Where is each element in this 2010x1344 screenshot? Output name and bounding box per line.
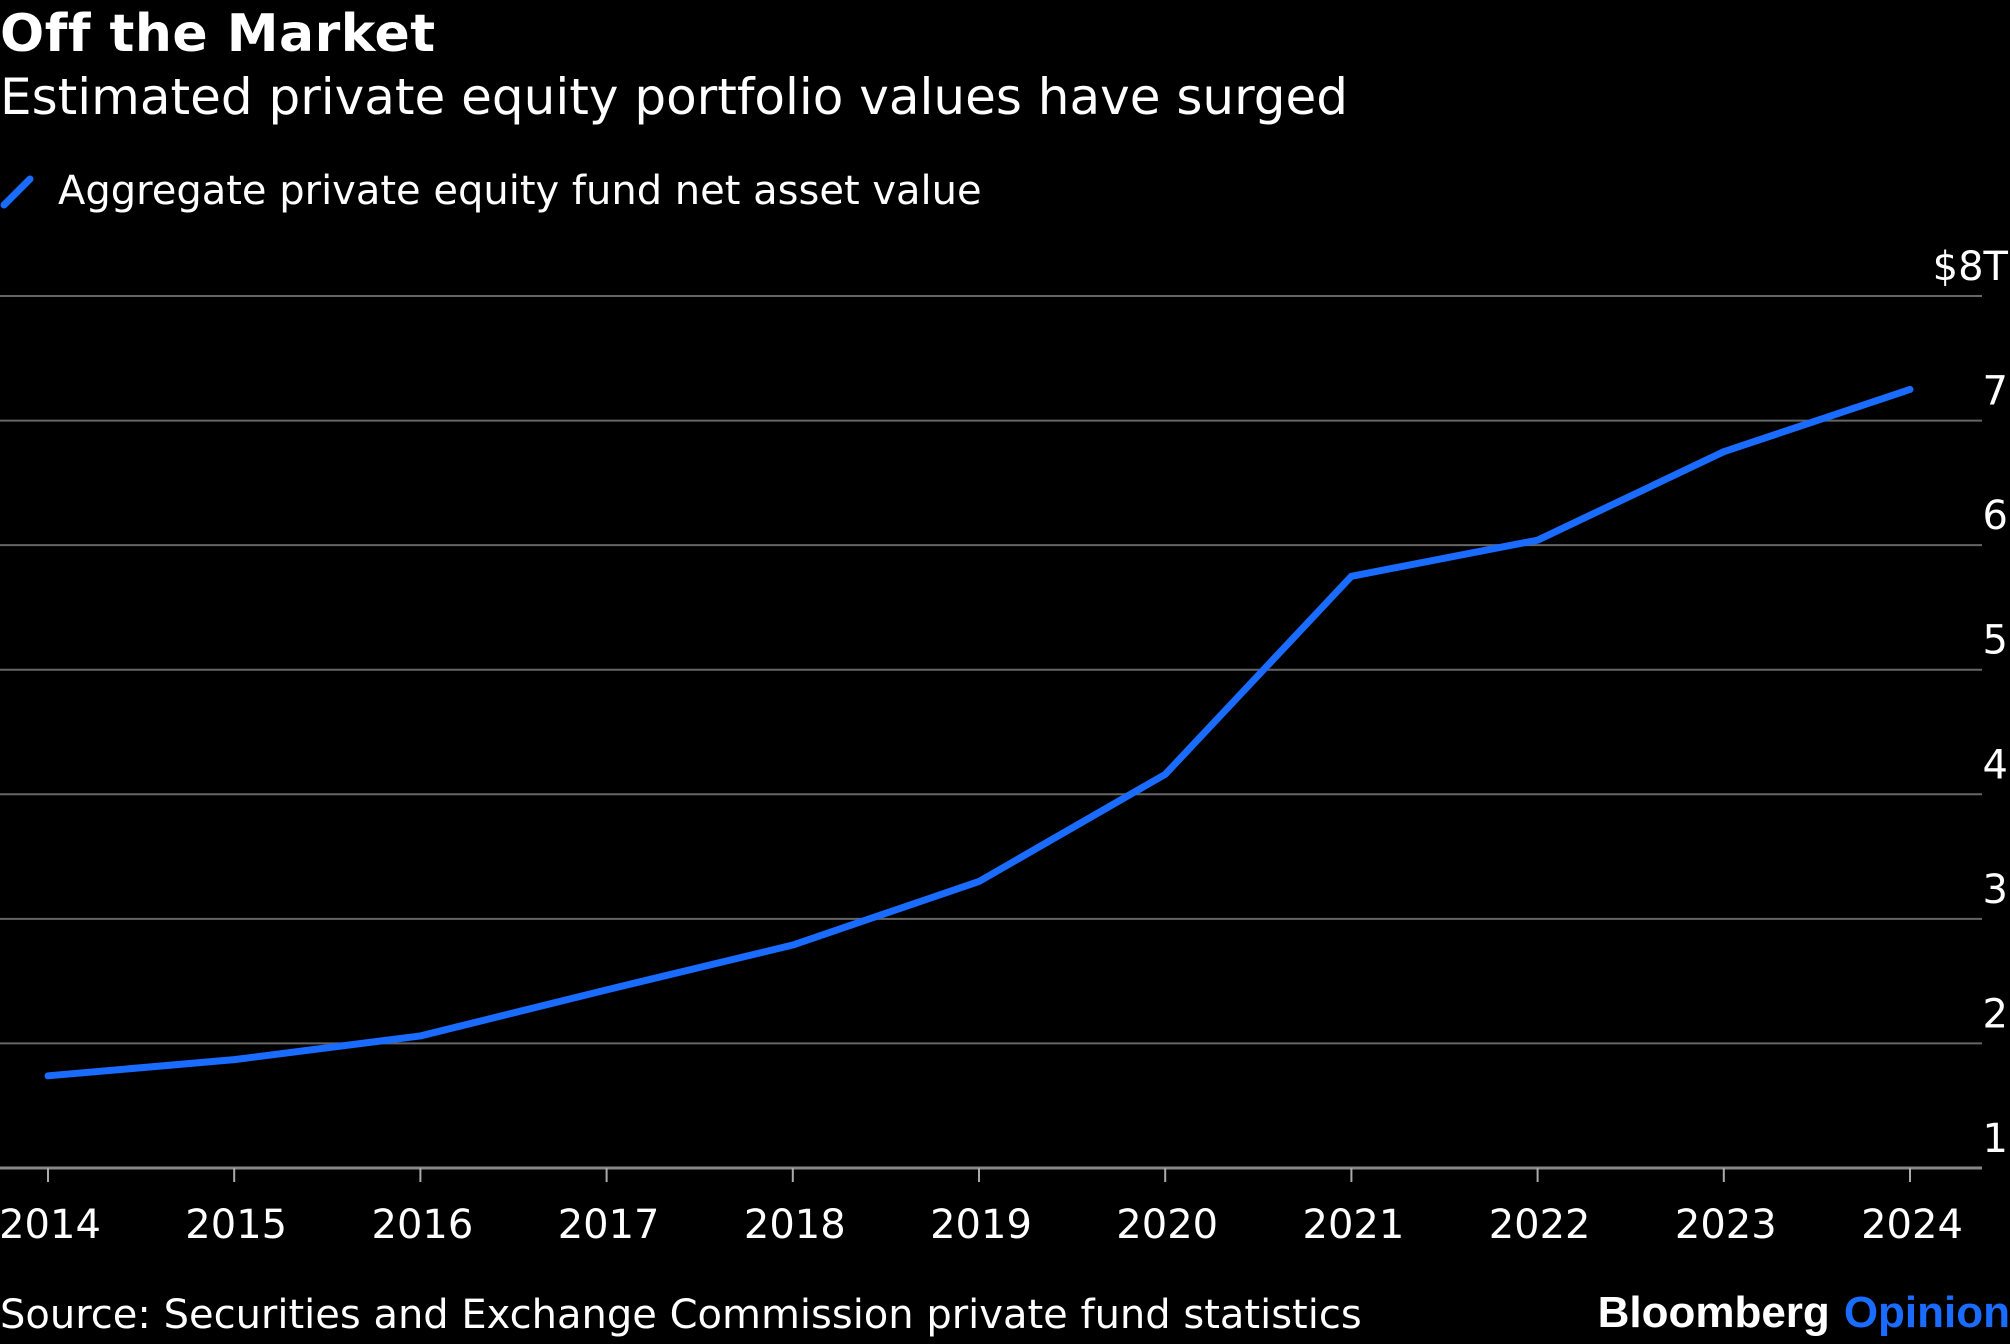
- x-tick-label: 2016: [372, 1202, 474, 1248]
- x-tick-label: 2020: [1116, 1202, 1218, 1248]
- x-tick-label: 2014: [0, 1202, 101, 1248]
- chart-subtitle: Estimated private equity portfolio value…: [0, 68, 1349, 126]
- y-tick-label: $8T: [1933, 244, 2009, 290]
- legend-swatch-icon: [0, 175, 34, 209]
- source-note: Source: Securities and Exchange Commissi…: [0, 1292, 1362, 1338]
- logo-section: Opinion: [1843, 1288, 2010, 1337]
- y-tick-label: 6: [1983, 493, 2008, 539]
- y-tick-label: 2: [1983, 991, 2008, 1037]
- line-chart: 1 2 3 4 5 6 7 $8T 2014 2015 2016 2017 2018 2019 2020 20…: [0, 244, 2009, 1248]
- y-tick-label: 7: [1983, 369, 2008, 415]
- x-tick-label: 2015: [185, 1202, 287, 1248]
- y-tick-label: 1: [1983, 1116, 2008, 1162]
- x-tick-label: 2018: [744, 1202, 846, 1248]
- x-tick-label: 2024: [1861, 1202, 1963, 1248]
- x-tick-label: 2021: [1303, 1202, 1405, 1248]
- x-tick-label: 2023: [1675, 1202, 1777, 1248]
- bloomberg-opinion-logo: Bloomberg Opinion: [1598, 1288, 2010, 1338]
- y-tick-label: 4: [1983, 742, 2008, 788]
- x-tick-label: 2022: [1489, 1202, 1591, 1248]
- x-tick-label: 2017: [558, 1202, 660, 1248]
- legend: Aggregate private equity fund net asset …: [0, 166, 982, 216]
- y-tick-label: 3: [1983, 867, 2008, 913]
- y-tick-label: 5: [1983, 618, 2008, 664]
- series-line: [44, 385, 1914, 1080]
- x-tick-label: 2019: [930, 1202, 1032, 1248]
- logo-brand: Bloomberg: [1597, 1288, 1830, 1337]
- legend-label: Aggregate private equity fund net asset …: [58, 168, 982, 214]
- chart-title: Off the Market: [0, 4, 436, 64]
